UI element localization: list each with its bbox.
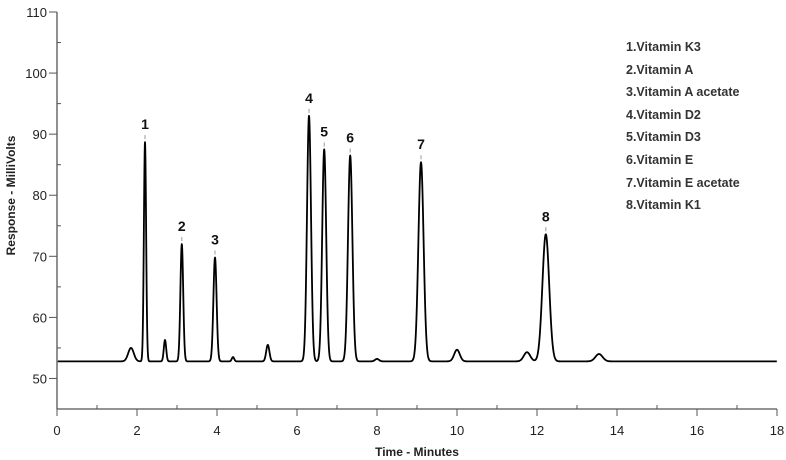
x-tick-label: 10: [450, 423, 464, 438]
x-tick-label: 8: [373, 423, 380, 438]
legend-item: 3.Vitamin A acetate: [626, 85, 740, 100]
peak-label: 1: [141, 116, 149, 132]
legend-item: 1.Vitamin K3: [626, 40, 701, 54]
peak-label: 3: [211, 232, 219, 248]
x-tick-label: 0: [53, 423, 60, 438]
y-tick-label: 90: [33, 127, 47, 142]
y-tick-label: 80: [33, 188, 47, 203]
x-tick-label: 14: [610, 423, 624, 438]
legend-item: 5.Vitamin D3: [626, 130, 701, 145]
peak-label: 5: [320, 123, 328, 139]
peak-label: 7: [417, 136, 425, 152]
legend-item: 4.Vitamin D2: [626, 107, 701, 122]
x-tick-label: 6: [293, 423, 300, 438]
peak-label: 8: [542, 208, 550, 224]
peak-label: 6: [346, 130, 354, 146]
x-tick-label: 12: [530, 423, 544, 438]
chromatogram-trace: [57, 114, 778, 363]
x-axis-label: Time - Minutes: [375, 445, 459, 459]
y-axis-label: Response - MilliVolts: [4, 135, 18, 255]
legend-item: 8.Vitamin K1: [626, 198, 701, 213]
peak-label: 2: [178, 218, 186, 234]
peak-label: 4: [305, 90, 313, 106]
y-tick-label: 50: [33, 371, 47, 386]
y-tick-label: 100: [25, 66, 47, 81]
y-tick-label: 110: [26, 5, 47, 20]
legend-item: 7.Vitamin E acetate: [626, 175, 740, 190]
x-tick-label: 4: [213, 423, 220, 438]
y-tick-label: 70: [33, 249, 47, 264]
legend: 1.Vitamin K3 2.Vitamin A 3.Vitamin A aceta…: [626, 36, 740, 217]
x-tick-label: 16: [690, 423, 704, 438]
legend-item: 6.Vitamin E: [626, 152, 694, 167]
y-tick-label: 60: [33, 310, 47, 325]
legend-item: 2.Vitamin A: [626, 62, 694, 77]
x-tick-label: 2: [133, 423, 140, 438]
x-tick-label: 18: [770, 423, 784, 438]
